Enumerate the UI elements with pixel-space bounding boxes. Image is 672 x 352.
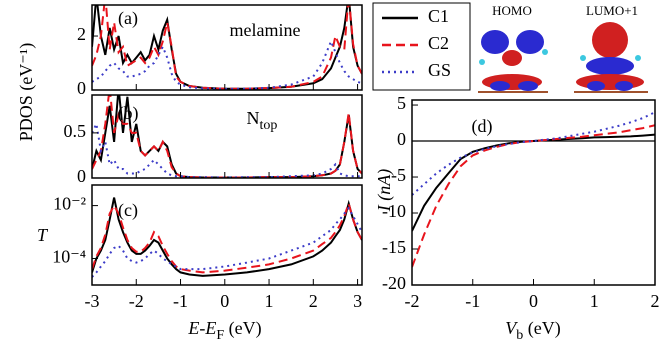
y-tick-label: 5 bbox=[397, 93, 406, 113]
orbital-lobe bbox=[518, 81, 538, 91]
x-tick-label: 2 bbox=[309, 291, 318, 311]
x-axis-label-sub: F bbox=[216, 328, 224, 343]
atom bbox=[479, 59, 485, 65]
atom bbox=[542, 49, 548, 55]
annotation: Ntop bbox=[247, 108, 278, 133]
atom bbox=[635, 55, 641, 61]
annotation-main: N bbox=[247, 108, 260, 128]
y-tick-label: 0 bbox=[397, 129, 406, 149]
legend-label: C1 bbox=[428, 6, 449, 26]
y-axis-label: T bbox=[37, 225, 49, 245]
y-tick-label: -15 bbox=[382, 237, 406, 257]
x-tick-label: -1 bbox=[173, 291, 188, 311]
y-tick-label: 10⁻² bbox=[53, 194, 86, 214]
legend-label: GS bbox=[428, 60, 451, 80]
orbital-lobe bbox=[516, 30, 544, 54]
annotation: melamine bbox=[230, 20, 301, 40]
orbital-lobe bbox=[586, 57, 634, 75]
orbital-lobe bbox=[576, 74, 644, 90]
y-tick-label: -20 bbox=[382, 273, 406, 293]
orbital-lobe bbox=[592, 22, 628, 58]
x-tick-label: 1 bbox=[590, 291, 599, 311]
image-label: LUMO+1 bbox=[586, 3, 638, 18]
orbital-lobe bbox=[587, 81, 605, 91]
panel-label: (b) bbox=[118, 103, 139, 124]
y-tick-label: 0 bbox=[77, 166, 86, 186]
legend-box bbox=[373, 3, 470, 90]
y-tick-label: 0.5 bbox=[64, 121, 87, 141]
x-tick-label: 2 bbox=[651, 291, 660, 311]
x-axis-label-sub: b bbox=[516, 328, 523, 343]
atom bbox=[580, 55, 586, 61]
homo-picture bbox=[478, 30, 548, 92]
panel-label: (c) bbox=[118, 200, 138, 221]
x-axis-label-unit: (eV) bbox=[523, 318, 560, 339]
x-axis-label: Vb (eV) bbox=[505, 318, 560, 343]
y-tick-label: 0 bbox=[77, 78, 86, 98]
plot-frame bbox=[412, 100, 655, 285]
x-tick-label: 3 bbox=[353, 291, 362, 311]
x-axis-label-unit: (eV) bbox=[224, 318, 261, 339]
y-axis-label: PDOS (eV⁻¹) bbox=[16, 43, 37, 141]
series-line bbox=[92, 41, 362, 89]
series-line bbox=[92, 88, 362, 178]
x-tick-label: -1 bbox=[465, 291, 480, 311]
lumo-picture bbox=[574, 22, 648, 92]
series-line bbox=[412, 125, 655, 267]
x-tick-label: -2 bbox=[405, 291, 420, 311]
image-label: HOMO bbox=[492, 3, 532, 18]
x-tick-label: 0 bbox=[220, 291, 229, 311]
figure: HOMO LUMO+1 0 2 (a) melamine PDOS (eV⁻¹) 0 0.5… bbox=[0, 0, 672, 352]
y-tick-label: 10⁻⁴ bbox=[52, 247, 86, 267]
x-axis-label-main: E-E bbox=[187, 318, 216, 338]
orbital-lobe bbox=[502, 50, 522, 66]
orbital-lobe bbox=[615, 81, 633, 91]
annotation-sub: top bbox=[260, 118, 278, 133]
y-axis-label: I (nA) bbox=[374, 169, 395, 212]
orbital-images: HOMO LUMO+1 bbox=[478, 3, 648, 92]
orbital-lobe bbox=[481, 30, 509, 54]
x-tick-label: 1 bbox=[265, 291, 274, 311]
x-axis-label: E-EF (eV) bbox=[187, 318, 261, 343]
y-tick-label: 2 bbox=[77, 24, 86, 44]
orbital-lobe bbox=[490, 81, 510, 91]
legend-label: C2 bbox=[428, 33, 449, 53]
x-tick-label: -2 bbox=[129, 291, 144, 311]
x-tick-label: 0 bbox=[529, 291, 538, 311]
panel-label: (d) bbox=[472, 116, 493, 137]
panel-label: (a) bbox=[118, 8, 138, 29]
x-tick-label: -3 bbox=[85, 291, 100, 311]
